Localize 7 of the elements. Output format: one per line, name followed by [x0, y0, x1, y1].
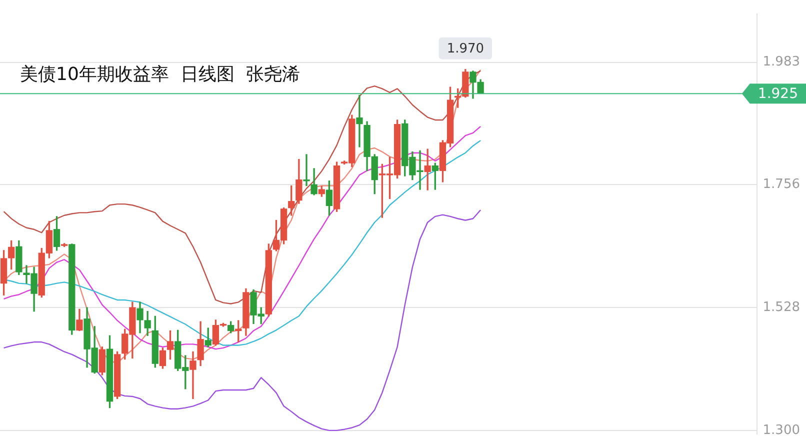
y-tick-label: 1.756 [762, 177, 800, 192]
text: 美债10年期收益率 日线图 张尧浠 [20, 63, 300, 86]
ref-line-label: 1.925 [758, 86, 798, 102]
y-tick-label: 1.983 [762, 54, 800, 70]
y-tick-label: 1.300 [762, 422, 800, 438]
annotation: 1.970 [446, 42, 484, 57]
y-tick-label: 1.528 [762, 300, 800, 315]
